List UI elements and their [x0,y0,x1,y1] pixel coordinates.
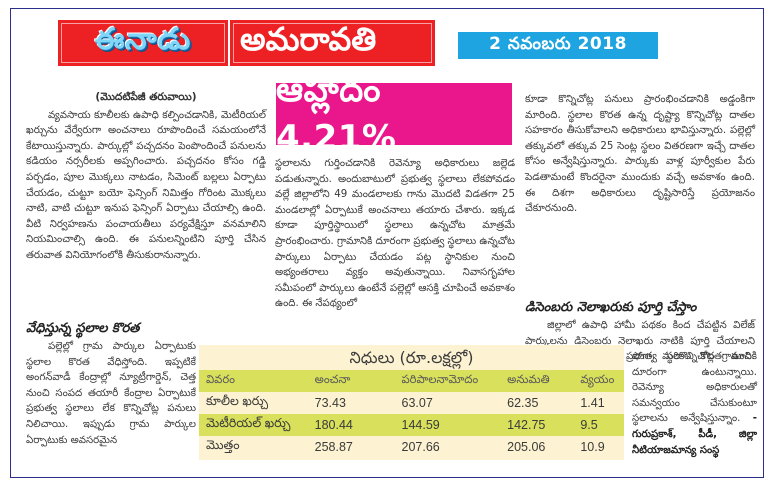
subheading: డిసెంబరు నెలాఖరుకు పూర్తి చేస్తాం [525,300,697,315]
article-column-3: కూడా కొన్నిచోట్ల పనులు ప్రారంభించడానికి … [525,92,755,217]
cell: 207.66 [401,440,440,454]
table-row: కూలీల ఖర్చు 73.43 63.07 62.35 1.41 [199,392,624,414]
paragraph: పల్లెల్లో గ్రామ పార్కుల ఏర్పాటుకు స్థలాల… [26,341,196,446]
cell: 73.43 [314,396,346,410]
cell: 205.06 [507,440,546,454]
paragraph: కూడా కొన్నిచోట్ల పనులు ప్రారంభించడానికి … [525,94,755,215]
table-row: మొత్తం 258.87 207.66 205.06 10.9 [199,436,624,458]
cell: 63.07 [401,396,433,410]
date-badge: 2 నవంబరు 2018 [458,32,658,59]
paragraph: స్థలాలను గుర్తించడానికి రెవెన్యూ అధికారు… [275,158,515,310]
headline-banner: ఆహ్లాదం 4.21% [276,70,512,158]
paragraph: వ్యవసాయ కూలీలకు ఉపాధి కల్పించడానికి, మెట… [26,109,266,261]
paper-name: ఈనాడు [94,22,192,57]
table-row: మెటీరియల్ ఖర్చు 180.44 144.59 142.75 9.5 [199,414,624,436]
edition-name: అమరావతి [240,20,377,58]
funds-table-box: నిధులు (రూ.లక్షల్లో) వివరం అంచనా పరిపాలన… [199,345,624,460]
article-column-1: (మొదటిపేజీ తరువాయి) వ్యవసాయ కూలీలకు ఉపాధ… [26,90,266,264]
table-title: నిధులు (రూ.లక్షల్లో) [349,348,474,367]
cell: మొత్తం [206,438,240,452]
cell: మెటీరియల్ ఖర్చు [206,416,291,430]
col-header: పరిపాలనామోదం [401,374,479,386]
edition-banner: అమరావతి [230,20,435,66]
masthead: ఈనాడు అమరావతి [58,20,435,70]
cell: 10.9 [580,440,605,454]
continuation-kicker: (మొదటిపేజీ తరువాయి) [95,91,197,103]
byline: - గురుప్రకాశ్, పీడీ, జిల్లా నీటియాజమాన్య… [632,413,757,456]
col-header: అంచనా [314,374,351,386]
quote-paragraph: పోగా, మరికొన్నిచోట్ల గ్రామానికి దూరంగా ఉ… [632,349,757,458]
cell: కూలీల ఖర్చు [206,394,269,408]
table-header-row: వివరం అంచనా పరిపాలనామోదం అనుమతి వ్యయం [199,370,624,392]
funds-table: వివరం అంచనా పరిపాలనామోదం అనుమతి వ్యయం కూ… [199,370,624,458]
cell: 1.41 [580,396,605,410]
article-column-2: స్థలాలను గుర్తించడానికి రెవెన్యూ అధికారు… [275,156,515,312]
cell: 142.75 [507,418,546,432]
cell: 62.35 [507,396,539,410]
cell: 258.87 [314,440,353,454]
col-header: వివరం [206,374,236,386]
subheading: వేధిస్తున్న స్థలాల కొరత [26,321,140,336]
cell: 9.5 [580,418,598,432]
article-column-1-lower: వేధిస్తున్న స్థలాల కొరత పల్లెల్లో గ్రామ … [26,317,196,448]
col-header: అనుమతి [507,374,550,386]
paper-logo: ఈనాడు [58,20,228,66]
article-column-3-side: పోగా, మరికొన్నిచోట్ల గ్రామానికి దూరంగా ఉ… [632,349,757,458]
col-header: వ్యయం [580,374,615,386]
cell: 180.44 [314,418,353,432]
cell: 144.59 [401,418,440,432]
quote-text: పోగా, మరికొన్నిచోట్ల గ్రామానికి దూరంగా ఉ… [632,351,757,425]
